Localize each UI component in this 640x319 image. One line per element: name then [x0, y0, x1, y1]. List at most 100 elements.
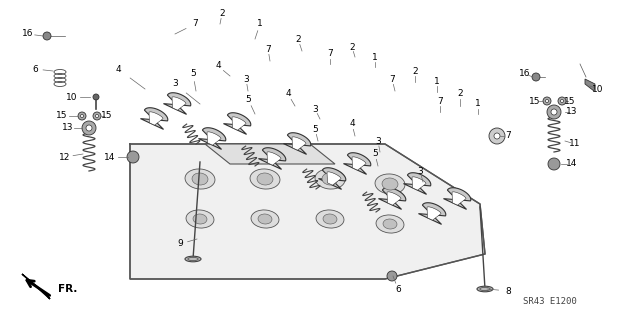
Polygon shape: [267, 152, 281, 165]
Polygon shape: [387, 192, 401, 205]
Text: 15: 15: [56, 112, 68, 121]
Text: 16: 16: [519, 70, 531, 78]
Text: 5: 5: [190, 70, 196, 78]
Polygon shape: [198, 128, 226, 149]
Polygon shape: [412, 177, 426, 190]
Text: 5: 5: [312, 124, 318, 133]
Text: 10: 10: [67, 93, 77, 101]
Text: 7: 7: [192, 19, 198, 28]
Text: 6: 6: [32, 64, 38, 73]
Text: 14: 14: [566, 160, 578, 168]
Polygon shape: [585, 79, 595, 91]
Polygon shape: [172, 97, 186, 110]
Circle shape: [43, 32, 51, 40]
Ellipse shape: [192, 173, 208, 185]
Ellipse shape: [186, 210, 214, 228]
Circle shape: [532, 73, 540, 81]
Circle shape: [547, 105, 561, 119]
Polygon shape: [223, 113, 251, 134]
Circle shape: [82, 121, 96, 135]
Polygon shape: [259, 148, 286, 169]
Text: FR.: FR.: [58, 284, 77, 294]
Text: 15: 15: [529, 97, 541, 106]
Ellipse shape: [250, 169, 280, 189]
Polygon shape: [205, 144, 335, 164]
Text: 4: 4: [285, 90, 291, 99]
Circle shape: [93, 94, 99, 100]
Circle shape: [387, 271, 397, 281]
Polygon shape: [292, 137, 306, 150]
Circle shape: [551, 109, 557, 115]
Polygon shape: [352, 157, 366, 170]
Text: 13: 13: [566, 108, 578, 116]
Polygon shape: [149, 112, 163, 125]
Ellipse shape: [185, 256, 201, 262]
Ellipse shape: [383, 219, 397, 229]
Ellipse shape: [258, 214, 272, 224]
Polygon shape: [140, 108, 168, 130]
Text: 16: 16: [22, 29, 34, 39]
Ellipse shape: [375, 174, 405, 194]
Circle shape: [543, 97, 551, 105]
Text: 1: 1: [434, 77, 440, 85]
Polygon shape: [130, 144, 485, 279]
Ellipse shape: [193, 214, 207, 224]
Text: 7: 7: [437, 97, 443, 106]
Polygon shape: [452, 192, 466, 205]
Circle shape: [494, 133, 500, 139]
Text: 15: 15: [564, 97, 576, 106]
Polygon shape: [284, 133, 311, 154]
Ellipse shape: [315, 169, 345, 189]
Polygon shape: [419, 203, 446, 224]
Text: 8: 8: [505, 286, 511, 295]
Circle shape: [78, 112, 86, 120]
Ellipse shape: [477, 286, 493, 292]
Text: 14: 14: [104, 152, 116, 161]
Ellipse shape: [185, 169, 215, 189]
Text: 12: 12: [60, 152, 70, 161]
Text: 1: 1: [475, 100, 481, 108]
Text: 7: 7: [505, 131, 511, 140]
Text: 11: 11: [569, 139, 580, 149]
Ellipse shape: [382, 178, 398, 190]
Text: 7: 7: [389, 75, 395, 84]
Text: 1: 1: [372, 53, 378, 62]
Text: 2: 2: [349, 42, 355, 51]
Polygon shape: [22, 274, 50, 299]
Ellipse shape: [376, 215, 404, 233]
Circle shape: [548, 158, 560, 170]
Text: 10: 10: [592, 85, 604, 93]
Text: 3: 3: [312, 105, 318, 114]
Text: 6: 6: [395, 285, 401, 293]
Text: 4: 4: [115, 64, 121, 73]
Text: 5: 5: [245, 94, 251, 103]
Text: 4: 4: [349, 120, 355, 129]
Polygon shape: [163, 93, 191, 115]
Text: 5: 5: [372, 150, 378, 159]
Circle shape: [561, 100, 563, 102]
Polygon shape: [207, 132, 221, 145]
Ellipse shape: [251, 210, 279, 228]
Circle shape: [95, 115, 99, 117]
Text: 3: 3: [172, 79, 178, 88]
Circle shape: [127, 151, 139, 163]
Text: 2: 2: [219, 10, 225, 19]
Polygon shape: [232, 117, 246, 130]
Text: 7: 7: [327, 49, 333, 58]
Text: 13: 13: [62, 123, 74, 132]
Ellipse shape: [257, 173, 273, 185]
Text: 2: 2: [295, 34, 301, 43]
Circle shape: [81, 115, 83, 117]
Text: 1: 1: [257, 19, 263, 28]
Text: 2: 2: [412, 66, 418, 76]
Text: 3: 3: [375, 137, 381, 145]
Polygon shape: [327, 172, 341, 185]
Text: 15: 15: [101, 112, 113, 121]
Text: 7: 7: [265, 44, 271, 54]
Ellipse shape: [322, 173, 338, 185]
Circle shape: [86, 125, 92, 131]
Polygon shape: [427, 207, 441, 220]
Circle shape: [489, 128, 505, 144]
Ellipse shape: [323, 214, 337, 224]
Text: 4: 4: [215, 62, 221, 70]
